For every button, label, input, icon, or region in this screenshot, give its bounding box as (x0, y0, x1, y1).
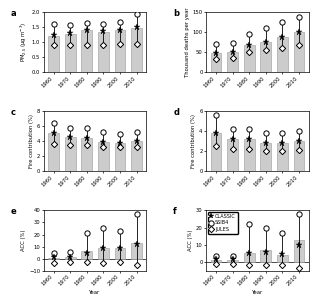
Bar (115, 248, 125, 258)
X-axis label: Year: Year (90, 290, 101, 295)
Bar (261, 143, 271, 171)
Y-axis label: PM$_{2.5}$ (μg m$^{-3}$): PM$_{2.5}$ (μg m$^{-3}$) (19, 22, 29, 62)
Bar (244, 45, 255, 72)
Bar (48, 36, 59, 72)
Bar (244, 139, 255, 171)
Bar (277, 143, 288, 171)
Legend: CLASSIC, SSIB4, JULES: CLASSIC, SSIB4, JULES (207, 212, 237, 234)
Bar (277, 37, 288, 72)
Text: b: b (173, 9, 179, 18)
Bar (98, 248, 109, 258)
Text: f: f (173, 207, 177, 216)
Y-axis label: ACC (%): ACC (%) (188, 230, 193, 251)
X-axis label: Year: Year (252, 290, 263, 295)
Bar (81, 138, 92, 171)
Y-axis label: Fire contribution (%): Fire contribution (%) (192, 114, 197, 168)
Bar (131, 28, 142, 72)
Text: e: e (11, 207, 17, 216)
Bar (294, 141, 304, 171)
Bar (98, 32, 109, 72)
Bar (65, 34, 76, 72)
Bar (65, 137, 76, 171)
Bar (211, 54, 222, 72)
Bar (244, 253, 255, 262)
Bar (294, 32, 304, 72)
Y-axis label: Fire contribution (%): Fire contribution (%) (29, 114, 34, 168)
Bar (48, 133, 59, 171)
Text: d: d (173, 108, 179, 117)
Bar (227, 139, 238, 171)
Bar (65, 257, 76, 258)
Bar (227, 52, 238, 72)
Bar (131, 141, 142, 171)
Text: a: a (11, 9, 17, 18)
Bar (277, 255, 288, 262)
Bar (261, 42, 271, 72)
Bar (227, 260, 238, 262)
Bar (81, 30, 92, 72)
Y-axis label: ACC (%): ACC (%) (21, 230, 26, 251)
Bar (115, 143, 125, 171)
Bar (211, 260, 222, 262)
Text: c: c (11, 108, 16, 117)
Bar (98, 142, 109, 171)
Bar (211, 133, 222, 171)
Bar (115, 29, 125, 72)
Bar (131, 243, 142, 258)
Bar (81, 251, 92, 258)
Bar (294, 240, 304, 262)
Y-axis label: Thousand deaths per year: Thousand deaths per year (185, 7, 190, 77)
Bar (261, 250, 271, 262)
